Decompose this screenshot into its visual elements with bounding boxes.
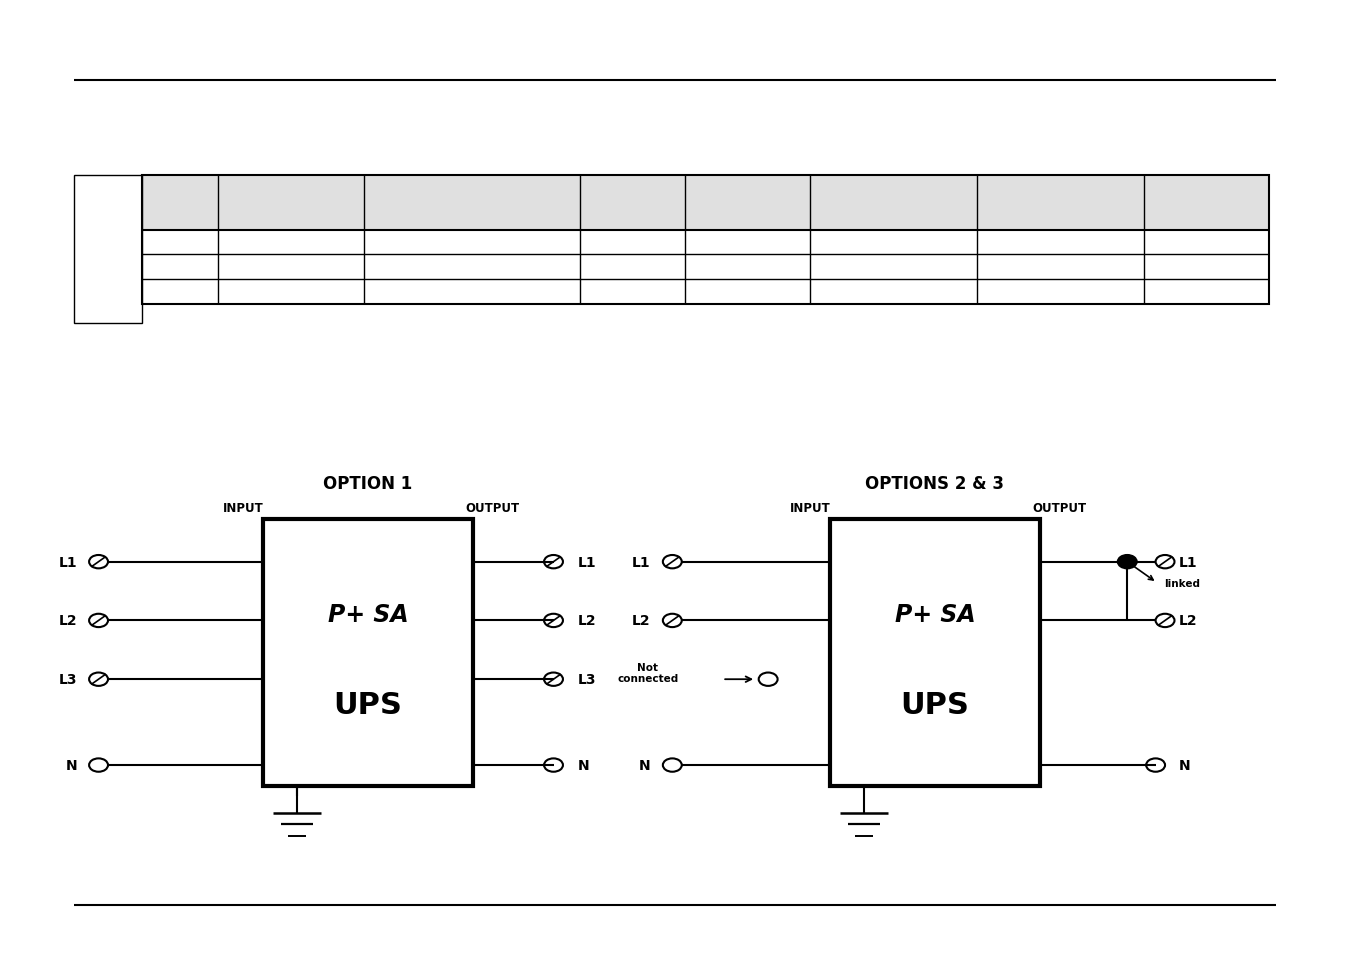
Text: L1: L1 — [1179, 555, 1197, 569]
Text: L1: L1 — [578, 555, 597, 569]
Text: L2: L2 — [578, 614, 597, 628]
Text: N: N — [65, 759, 77, 772]
Bar — [142, 176, 1269, 231]
Text: L3: L3 — [58, 673, 77, 686]
Text: OPTIONS 2 & 3: OPTIONS 2 & 3 — [865, 475, 1004, 493]
Text: UPS: UPS — [900, 691, 969, 720]
Text: N: N — [639, 759, 651, 772]
Text: OPTION 1: OPTION 1 — [323, 475, 413, 493]
Text: linked: linked — [1164, 578, 1200, 588]
Circle shape — [1118, 556, 1137, 569]
Text: L1: L1 — [632, 555, 651, 569]
Text: P+ SA: P+ SA — [895, 602, 975, 627]
Text: UPS: UPS — [333, 691, 402, 720]
Text: INPUT: INPUT — [790, 501, 830, 515]
Text: OUTPUT: OUTPUT — [1033, 501, 1087, 515]
Text: L2: L2 — [58, 614, 77, 628]
Text: Not: Not — [637, 662, 659, 672]
Text: N: N — [1179, 759, 1191, 772]
Text: L1: L1 — [58, 555, 77, 569]
Text: L3: L3 — [578, 673, 597, 686]
Text: L2: L2 — [1179, 614, 1197, 628]
Text: INPUT: INPUT — [223, 501, 263, 515]
Text: L2: L2 — [632, 614, 651, 628]
Bar — [74, 176, 142, 324]
Text: OUTPUT: OUTPUT — [466, 501, 520, 515]
Bar — [142, 176, 1269, 305]
Text: N: N — [578, 759, 590, 772]
Bar — [263, 519, 472, 786]
Text: P+ SA: P+ SA — [328, 602, 408, 627]
Text: connected: connected — [617, 674, 679, 683]
Bar — [830, 519, 1040, 786]
